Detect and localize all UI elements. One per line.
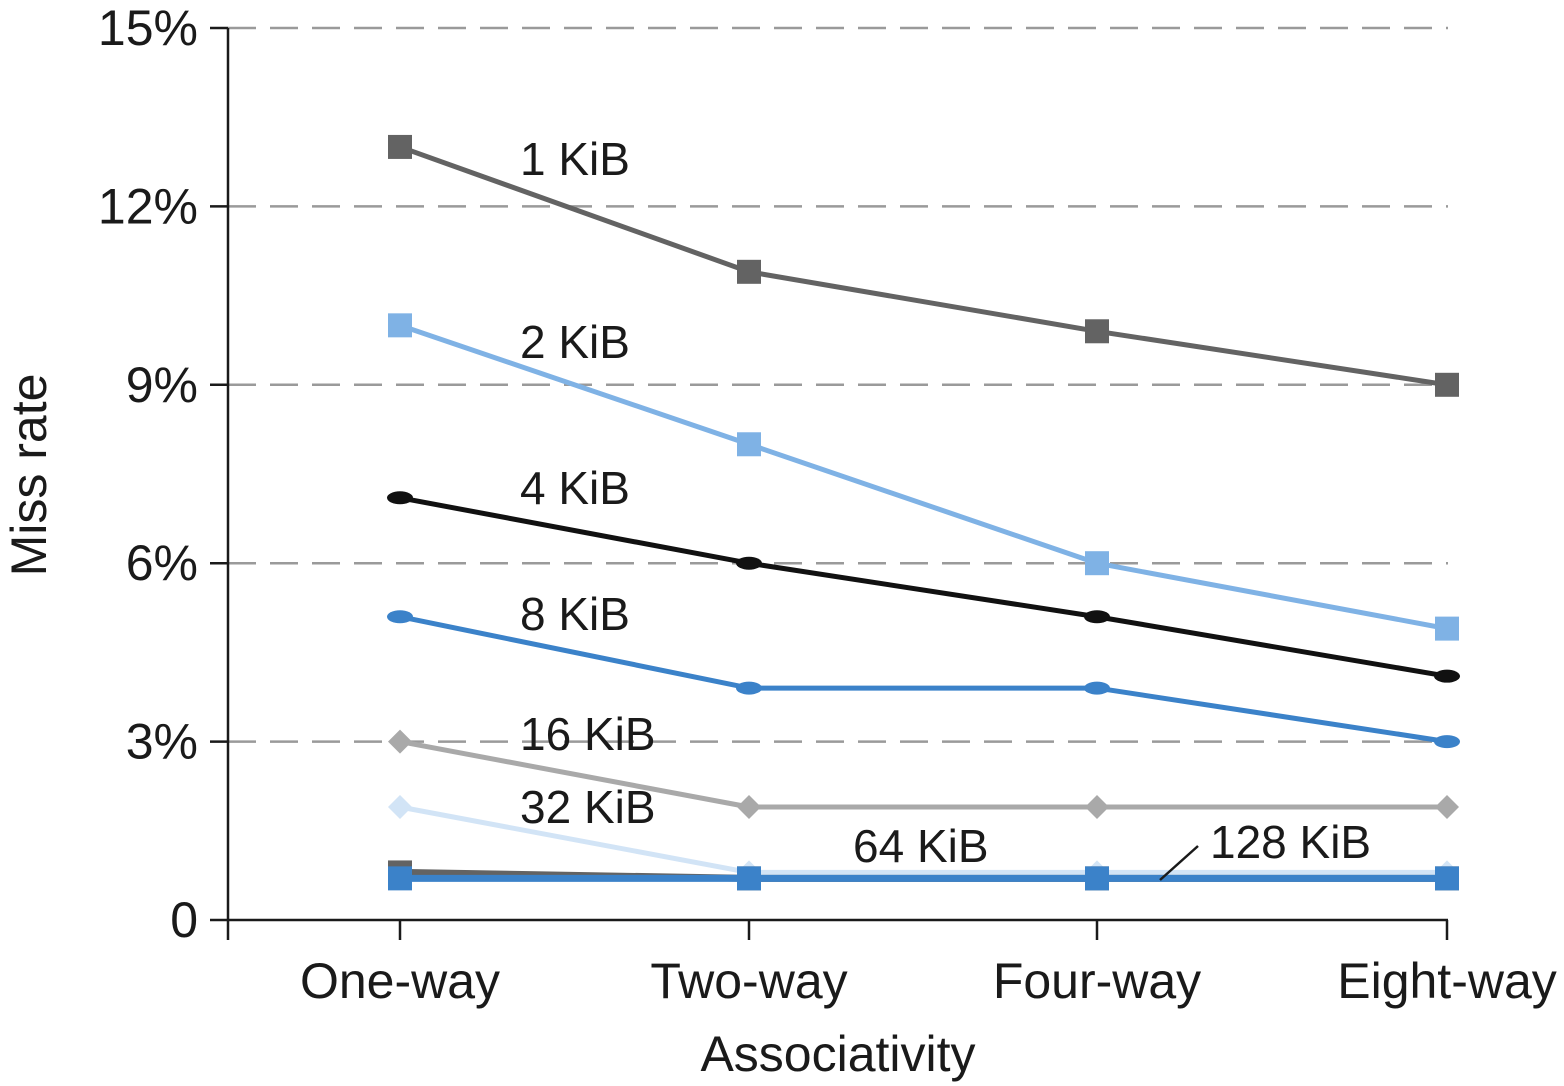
data-point (1434, 735, 1460, 749)
series-label-4-kib: 4 KiB (520, 462, 630, 514)
series-label-2-kib: 2 KiB (520, 316, 630, 368)
series-4-kib (387, 491, 1460, 683)
y-tick-label-0: 0 (170, 892, 198, 948)
data-point (1434, 669, 1460, 683)
axes: 0 3% 6% 9% 12% 15% One-way Two-way Four-way Eight… (98, 0, 1557, 1009)
y-axis-title: Miss rate (1, 374, 57, 577)
data-point (1085, 319, 1109, 344)
series-line (399, 144, 1448, 388)
series-labels: 1 KiB 2 KiB 4 KiB 8 KiB 16 KiB 32 KiB 64 KiB 12… (520, 133, 1371, 881)
series-label-128-kib: 128 KiB (1210, 816, 1371, 868)
y-tick-label-2: 6% (126, 535, 198, 591)
series-16-kib (388, 729, 1459, 820)
x-tick-label-3: Eight-way (1337, 953, 1557, 1009)
data-point (736, 556, 762, 570)
data-point (1435, 616, 1459, 641)
label-leader-line (1159, 845, 1199, 881)
data-point (1085, 551, 1109, 576)
data-point (388, 866, 412, 891)
series-label-8-kib: 8 KiB (520, 588, 630, 640)
series-line (399, 322, 1448, 632)
series-line (399, 614, 1448, 745)
data-point (1085, 795, 1109, 820)
series-line (399, 804, 1447, 875)
data-point (1435, 866, 1459, 891)
data-point (737, 866, 761, 891)
series-line (399, 739, 1447, 810)
data-point (737, 432, 761, 457)
data-point (388, 134, 412, 159)
data-point (1084, 681, 1110, 695)
data-point (388, 729, 412, 754)
x-tick-label-0: One-way (300, 953, 500, 1009)
series-group (387, 134, 1460, 891)
data-point (1435, 372, 1459, 397)
data-point (1084, 610, 1110, 624)
x-axis-title: Associativity (700, 1026, 975, 1082)
series-8-kib (387, 610, 1460, 749)
data-point (737, 259, 761, 284)
data-point (387, 491, 413, 505)
y-tick-label-1: 3% (126, 714, 198, 770)
series-2-kib (388, 313, 1459, 641)
data-point (387, 610, 413, 624)
y-tick-label-3: 9% (126, 357, 198, 413)
data-point (736, 681, 762, 695)
y-tick-label-5: 15% (98, 0, 198, 56)
data-point (1085, 866, 1109, 891)
series-label-32-kib: 32 KiB (520, 781, 656, 833)
gridlines (228, 26, 1448, 743)
series-line (399, 495, 1448, 679)
data-point (388, 313, 412, 338)
series-1-kib (388, 134, 1459, 397)
x-tick-label-1: Two-way (650, 953, 847, 1009)
series-label-64-kib: 64 KiB (853, 820, 989, 872)
data-point (737, 795, 761, 820)
data-point (388, 795, 412, 820)
x-tick-label-2: Four-way (993, 953, 1201, 1009)
series-128-kib (388, 866, 1459, 891)
series-label-1-kib: 1 KiB (520, 133, 630, 185)
series-label-16-kib: 16 KiB (520, 708, 656, 760)
data-point (1435, 795, 1459, 820)
y-tick-label-4: 12% (98, 178, 198, 234)
